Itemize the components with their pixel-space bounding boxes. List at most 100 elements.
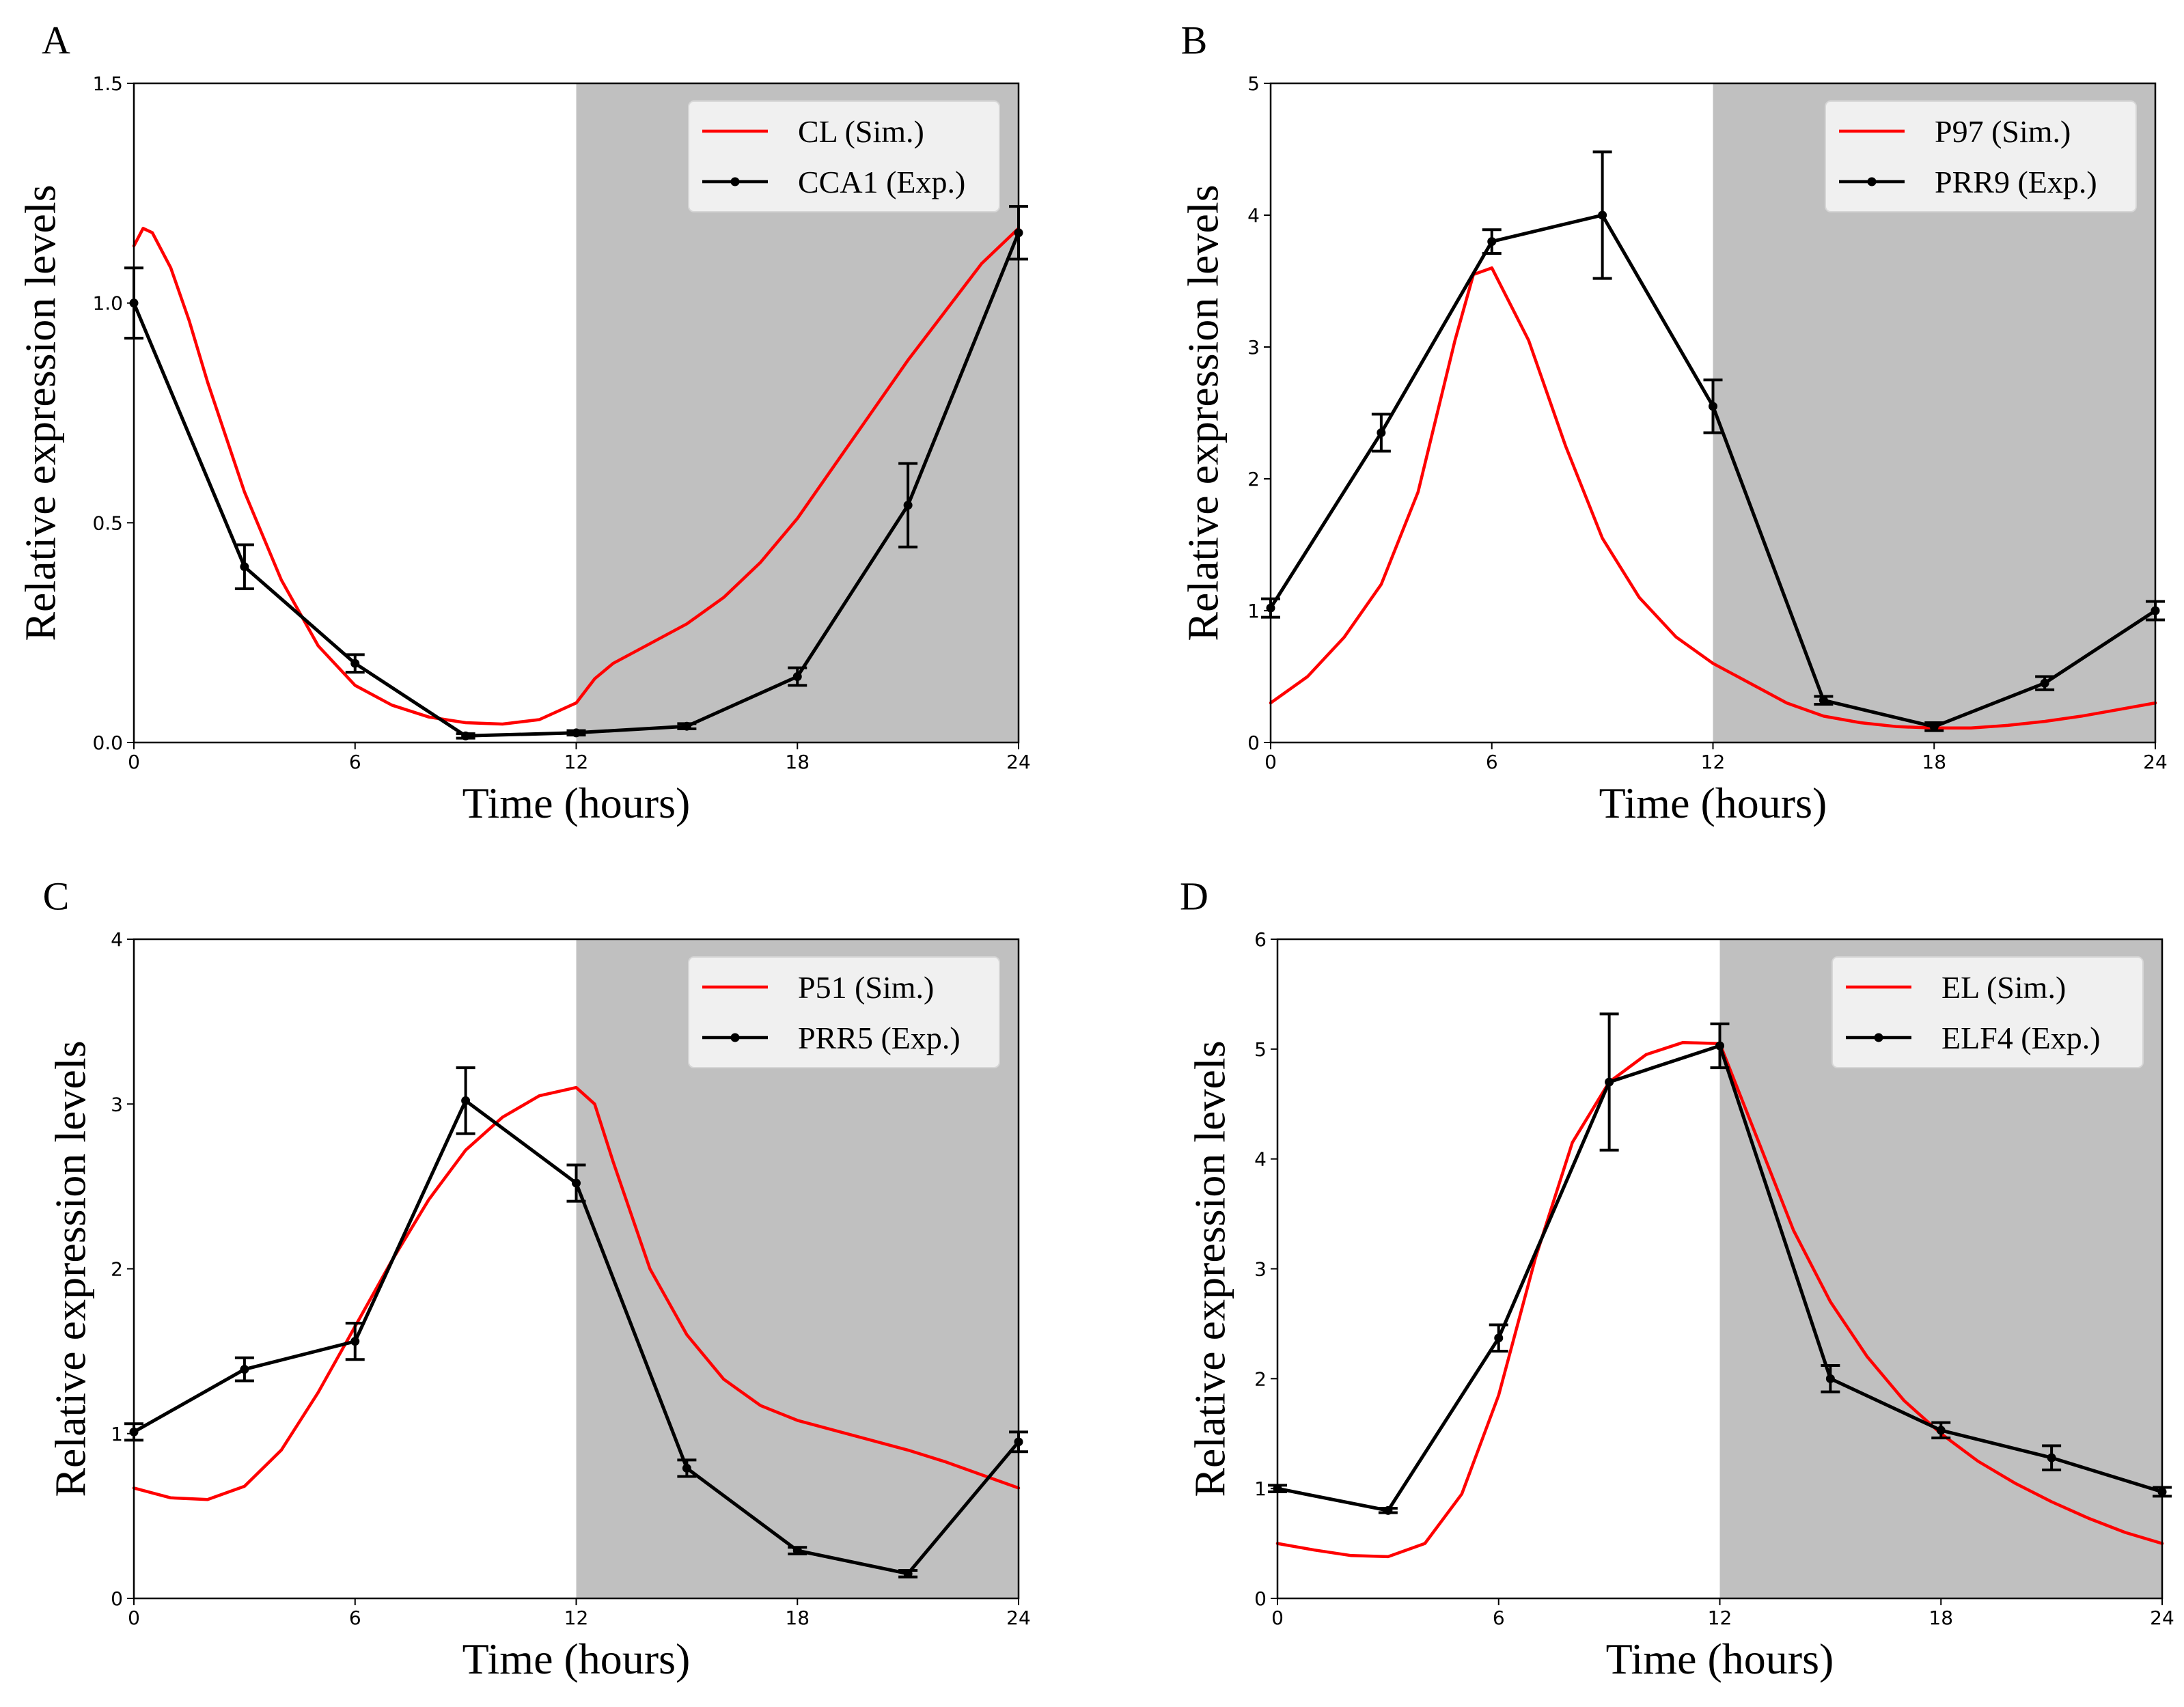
- data-point: [903, 1569, 913, 1579]
- x-tick-label: 24: [2150, 1607, 2174, 1629]
- data-point: [1494, 1333, 1504, 1343]
- panel-letter: C: [43, 874, 70, 918]
- y-axis-label: Relative expression levels: [1186, 1040, 1234, 1497]
- legend-label: CCA1 (Exp.): [798, 165, 965, 199]
- x-tick-label: 12: [1708, 1607, 1732, 1629]
- data-point: [1605, 1077, 1614, 1087]
- data-point: [1819, 695, 1828, 705]
- data-point: [1598, 210, 1607, 220]
- legend: CL (Sim.) CCA1 (Exp.): [688, 100, 1000, 212]
- y-tick-label: 4: [1247, 204, 1260, 227]
- data-point: [1383, 1505, 1393, 1515]
- y-tick-label: 3: [1254, 1258, 1267, 1281]
- x-tick-label: 0: [128, 1607, 140, 1629]
- y-tick-label: 0.5: [92, 512, 123, 534]
- x-axis: 0 6 12 18 24: [128, 743, 1031, 773]
- simulation-curve: [132, 227, 1021, 726]
- legend-label: PRR5 (Exp.): [798, 1021, 960, 1055]
- x-tick-label: 6: [1486, 751, 1498, 773]
- x-tick-label: 0: [1264, 751, 1277, 773]
- data-point: [1487, 237, 1497, 247]
- y-tick-label: 1: [111, 1423, 123, 1445]
- data-point: [572, 1178, 581, 1188]
- legend-box: [688, 100, 1000, 212]
- x-tick-label: 24: [1006, 751, 1031, 773]
- x-tick-label: 0: [1271, 1607, 1284, 1629]
- panel-letter: A: [42, 18, 70, 62]
- y-tick-label: 2: [1254, 1368, 1267, 1390]
- x-axis: 0 6 12 18 24: [1271, 1598, 2174, 1629]
- y-axis-label: Relative expression levels: [1179, 184, 1228, 641]
- x-axis-label: Time (hours): [462, 779, 691, 827]
- legend-label: P97 (Sim.): [1935, 114, 2071, 149]
- y-tick-label: 0: [111, 1587, 123, 1610]
- plot-frame: [1276, 938, 2164, 1600]
- x-tick-label: 12: [564, 751, 589, 773]
- legend-marker: [730, 1033, 740, 1042]
- y-axis-label: Relative expression levels: [16, 184, 65, 641]
- x-tick-label: 6: [1493, 1607, 1505, 1629]
- legend: EL (Sim.) ELF4 (Exp.): [1831, 956, 2144, 1068]
- x-tick-label: 6: [349, 1607, 361, 1629]
- y-tick-label: 4: [111, 928, 123, 951]
- data-point: [682, 1463, 691, 1473]
- plot-frame: [133, 938, 1020, 1600]
- y-tick-label: 0: [1254, 1587, 1267, 1610]
- x-tick-label: 6: [349, 751, 361, 773]
- x-axis: 0 6 12 18 24: [1264, 743, 2168, 773]
- simulation-curve: [132, 1085, 1021, 1501]
- y-tick-label: 1: [1254, 1477, 1267, 1500]
- legend-label: ELF4 (Exp.): [1941, 1021, 2101, 1055]
- y-tick-label: 4: [1254, 1148, 1267, 1171]
- legend: P51 (Sim.) PRR5 (Exp.): [688, 956, 1000, 1068]
- y-tick-label: 1: [1247, 600, 1260, 622]
- y-tick-label: 2: [111, 1258, 123, 1281]
- x-tick-label: 18: [1922, 751, 1946, 773]
- data-point: [2040, 678, 2049, 688]
- y-tick-label: 2: [1247, 468, 1260, 490]
- data-point: [1936, 1426, 1946, 1435]
- x-tick-label: 12: [1701, 751, 1726, 773]
- data-point: [903, 501, 913, 510]
- panel-letter: B: [1181, 18, 1208, 62]
- x-axis-label: Time (hours): [1606, 1635, 1834, 1683]
- x-tick-label: 0: [128, 751, 140, 773]
- data-point: [240, 1365, 249, 1374]
- y-axis: 0 1 2 3 4 5: [1247, 72, 1271, 754]
- y-axis: 0 1 2 3 4 5 6: [1254, 928, 1277, 1610]
- data-point: [792, 672, 802, 681]
- legend-label: P51 (Sim.): [798, 970, 934, 1005]
- data-point: [240, 562, 249, 572]
- legend-box: [1831, 956, 2144, 1068]
- y-tick-label: 6: [1254, 928, 1267, 951]
- chart-panel-a: A 0 6 12 18 24 0.0 0.5 1.0 1.5 Time (hours) Relativ…: [16, 18, 1031, 827]
- y-axis: 0.0 0.5 1.0 1.5: [92, 72, 134, 754]
- x-axis-label: Time (hours): [1599, 779, 1827, 827]
- legend-box: [688, 956, 1000, 1068]
- legend-label: PRR9 (Exp.): [1935, 165, 2097, 199]
- legend: P97 (Sim.) PRR9 (Exp.): [1825, 100, 2137, 212]
- x-tick-label: 18: [785, 751, 810, 773]
- plot-frame: [1269, 82, 2157, 744]
- x-tick-label: 18: [785, 1607, 810, 1629]
- y-axis: 0 1 2 3 4: [111, 928, 134, 1610]
- data-point: [461, 1096, 471, 1105]
- y-tick-label: 1.0: [92, 292, 123, 315]
- data-point: [1709, 402, 1717, 411]
- data-point: [572, 728, 581, 738]
- y-tick-label: 0.0: [92, 732, 123, 754]
- y-axis-label: Relative expression levels: [46, 1040, 95, 1497]
- legend-label: EL (Sim.): [1941, 970, 2066, 1005]
- y-tick-label: 1.5: [92, 72, 123, 95]
- panel-letter: D: [1180, 874, 1208, 918]
- x-axis-label: Time (hours): [462, 1635, 691, 1683]
- legend-marker: [1867, 177, 1877, 186]
- data-point: [2047, 1453, 2056, 1462]
- y-tick-label: 5: [1247, 72, 1260, 95]
- data-point: [1825, 1374, 1835, 1383]
- legend-marker: [1874, 1033, 1883, 1042]
- data-point: [461, 731, 471, 740]
